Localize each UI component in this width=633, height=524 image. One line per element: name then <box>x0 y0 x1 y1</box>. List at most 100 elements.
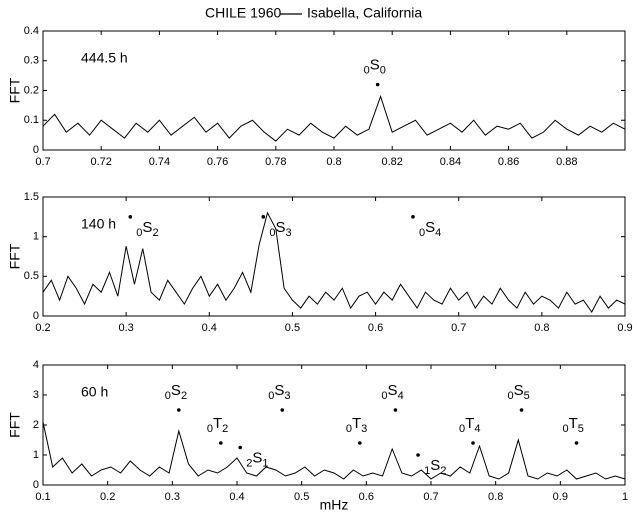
mode-label-sub: 3 <box>285 227 291 239</box>
legend-label: Isabella, California <box>307 5 422 21</box>
x-tick-label: 0.7 <box>451 322 466 334</box>
mode-dot <box>128 215 133 219</box>
mode-label-main: T <box>569 415 578 432</box>
y-tick-label: 1 <box>33 449 39 461</box>
mode-label-pre: 0 <box>268 390 274 402</box>
x-tick-label: 0.72 <box>90 156 111 168</box>
y-tick-label: 0 <box>33 479 39 491</box>
x-tick-label: 0.7 <box>35 156 50 168</box>
mode-label-main: S <box>430 457 440 474</box>
y-axis-label: FFT <box>7 77 23 103</box>
x-tick-label: 0.7 <box>423 491 438 503</box>
mode-label-pre: 0 <box>381 390 387 402</box>
x-tick-label: 0.3 <box>118 322 133 334</box>
mode-label-sub: 2 <box>152 227 158 239</box>
mode-label-main: S <box>514 382 524 399</box>
panel-label: 444.5 h <box>81 50 128 66</box>
mode-label-pre: 0 <box>165 390 171 402</box>
mode-dot <box>416 453 420 457</box>
x-tick-label: 0.2 <box>35 322 50 334</box>
data-line <box>42 211 626 313</box>
y-tick-label: 0 <box>33 310 39 322</box>
mode-dot <box>519 408 524 412</box>
chart-title: CHILE 1960 <box>205 5 281 21</box>
mode-dot <box>471 441 475 445</box>
mode-label-pre: 0 <box>207 423 213 435</box>
mode-label-sub: 0 <box>380 64 386 76</box>
mode-label: 0T2 <box>207 415 228 435</box>
mode-label-pre: 0 <box>269 227 275 239</box>
y-tick-label: 0.4 <box>24 25 39 37</box>
panel-label: 140 h <box>81 216 116 232</box>
mode-label-sub: 2 <box>440 465 446 477</box>
x-tick-label: 0.8 <box>326 156 341 168</box>
mode-dot <box>177 408 181 412</box>
x-tick-label: 0.88 <box>556 156 577 168</box>
mode-dot <box>219 441 223 445</box>
mode-label-sub: 2 <box>222 423 228 435</box>
y-tick-label: 0.2 <box>24 84 39 96</box>
data-line <box>42 94 626 142</box>
x-tick-label: 0.5 <box>294 491 309 503</box>
x-tick-label: 0.74 <box>149 156 170 168</box>
mode-label-pre: 0 <box>136 227 142 239</box>
x-tick-label: 0.3 <box>165 491 180 503</box>
mode-label-main: S <box>252 449 262 466</box>
mode-label-pre: 0 <box>364 64 370 76</box>
mode-label-main: S <box>142 219 152 236</box>
mode-dot <box>238 445 243 450</box>
mode-dot <box>411 215 415 219</box>
mode-label-pre: 2 <box>246 457 252 469</box>
y-tick-label: 0 <box>33 144 39 156</box>
x-tick-label: 0.2 <box>100 491 115 503</box>
mode-label-pre: 0 <box>563 423 569 435</box>
panel-label: 60 h <box>81 384 108 400</box>
mode-label-sub: 3 <box>284 390 290 402</box>
x-tick-label: 1 <box>622 491 628 503</box>
x-tick-label: 0.8 <box>488 491 503 503</box>
y-tick-label: 1 <box>33 231 39 243</box>
y-axis-label: FFT <box>7 412 23 438</box>
x-tick-label: 0.84 <box>440 156 461 168</box>
mode-label-sub: 3 <box>361 423 367 435</box>
x-tick-label: 0.82 <box>381 156 402 168</box>
x-tick-label: 0.6 <box>368 322 383 334</box>
mode-dot <box>574 441 579 445</box>
mode-label-pre: 0 <box>459 423 465 435</box>
mode-label-main: S <box>425 219 435 236</box>
mode-label-sub: 4 <box>474 423 480 435</box>
mode-label-sub: 5 <box>578 423 584 435</box>
y-tick-label: 4 <box>33 359 39 371</box>
x-tick-label: 0.5 <box>285 322 300 334</box>
x-tick-label: 0.4 <box>229 491 244 503</box>
x-tick-label: 0.78 <box>265 156 286 168</box>
y-tick-label: 0.5 <box>24 270 39 282</box>
mode-label-main: T <box>213 415 222 432</box>
mode-label-main: T <box>465 415 474 432</box>
mode-label: 0S0 <box>364 57 386 77</box>
y-tick-label: 0.1 <box>24 114 39 126</box>
plot-frame <box>42 196 626 317</box>
mode-dot <box>375 82 380 87</box>
mode-label-pre: 0 <box>419 227 425 239</box>
mode-label-sub: 5 <box>524 390 530 402</box>
x-tick-label: 0.8 <box>534 322 549 334</box>
plot-frame <box>42 364 626 486</box>
mode-label-main: T <box>352 415 361 432</box>
mode-label: 0S5 <box>508 382 530 402</box>
mode-label: 2S1 <box>246 449 268 469</box>
mode-label: 0S2 <box>136 219 158 239</box>
x-tick-label: 0.9 <box>553 491 568 503</box>
mode-label-sub: 2 <box>181 390 187 402</box>
mode-label-main: S <box>171 382 181 399</box>
mode-label: 0S2 <box>165 382 187 402</box>
mode-label-sub: 1 <box>262 457 268 469</box>
mode-label: 0S4 <box>419 219 441 239</box>
mode-label: 0S3 <box>268 382 290 402</box>
mode-label-pre: 0 <box>346 423 352 435</box>
y-tick-label: 2 <box>33 419 39 431</box>
mode-label-sub: 4 <box>398 390 404 402</box>
mode-label-pre: 0 <box>508 390 514 402</box>
y-tick-label: 1.5 <box>24 191 39 203</box>
